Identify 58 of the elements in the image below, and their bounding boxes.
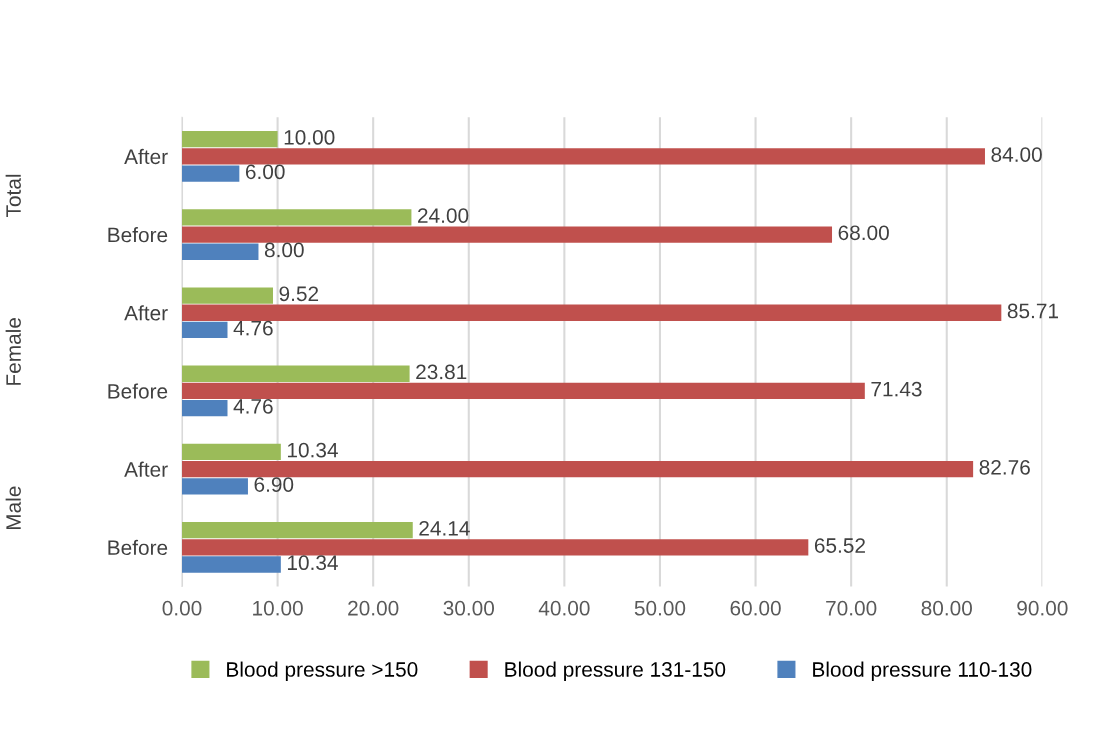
bar: [182, 382, 865, 400]
x-tick-label: 10.00: [253, 600, 303, 616]
bar: [182, 556, 281, 573]
bar: [182, 443, 281, 461]
bar: [182, 243, 259, 260]
bar: [182, 165, 240, 182]
x-tick-label: 0.00: [162, 600, 202, 616]
data-label: 65.52: [814, 538, 865, 553]
data-label: 4.76: [233, 320, 273, 336]
x-tick-label: 40.00: [538, 600, 590, 616]
data-label: 8.00: [264, 242, 304, 258]
data-label: 4.76: [233, 398, 273, 414]
bar: [182, 539, 809, 556]
legend-label: Blood pressure 110-130: [813, 661, 1032, 681]
data-label: 24.00: [418, 208, 469, 223]
x-tick-label: 50.00: [634, 600, 686, 616]
data-label: 6.90: [254, 477, 294, 492]
x-tick-label: 30.00: [443, 600, 495, 616]
bar: [182, 460, 974, 478]
data-label: 10.34: [287, 555, 338, 571]
bar: [182, 209, 412, 226]
legend-label: Blood pressure >150: [227, 661, 418, 681]
legend-label: Blood pressure 131-150: [505, 661, 726, 681]
bar: [182, 321, 228, 339]
bar: [182, 478, 248, 495]
text: Total: [5, 174, 21, 217]
data-label: 68.00: [838, 225, 889, 241]
text: Male: [5, 486, 21, 530]
x-tick-label: 20.00: [348, 600, 399, 616]
x-tick-label: 90.00: [1017, 600, 1068, 616]
y-tick-label: After: [124, 305, 168, 321]
y-tick-label: Before: [108, 539, 168, 556]
bar: [182, 148, 985, 165]
y-tick-label: After: [124, 148, 168, 165]
data-label: 10.34: [287, 442, 338, 458]
bar: [182, 131, 278, 148]
data-label: 84.00: [991, 147, 1042, 162]
data-label: 9.52: [279, 286, 319, 302]
data-label: 24.14: [419, 520, 470, 536]
y-tick-label: Before: [108, 383, 168, 399]
data-label: 82.76: [979, 459, 1030, 475]
y-tick-label: Before: [108, 227, 168, 243]
bar: [182, 226, 833, 243]
data-label: 71.43: [871, 381, 922, 397]
y-tick-label: After: [124, 461, 168, 477]
x-tick-label: 60.00: [730, 600, 781, 616]
x-tick-label: 70.00: [826, 600, 877, 616]
bar: [182, 365, 410, 382]
bar: [182, 304, 1002, 321]
bar: [182, 521, 413, 539]
data-label: 85.71: [1007, 303, 1058, 319]
x-tick-label: 80.00: [921, 600, 972, 616]
data-label: 6.00: [245, 164, 285, 180]
data-label: 23.81: [416, 364, 467, 380]
bar: [182, 287, 273, 304]
text: Female: [5, 318, 21, 385]
bar: [182, 399, 228, 417]
data-label: 10.00: [284, 130, 335, 145]
